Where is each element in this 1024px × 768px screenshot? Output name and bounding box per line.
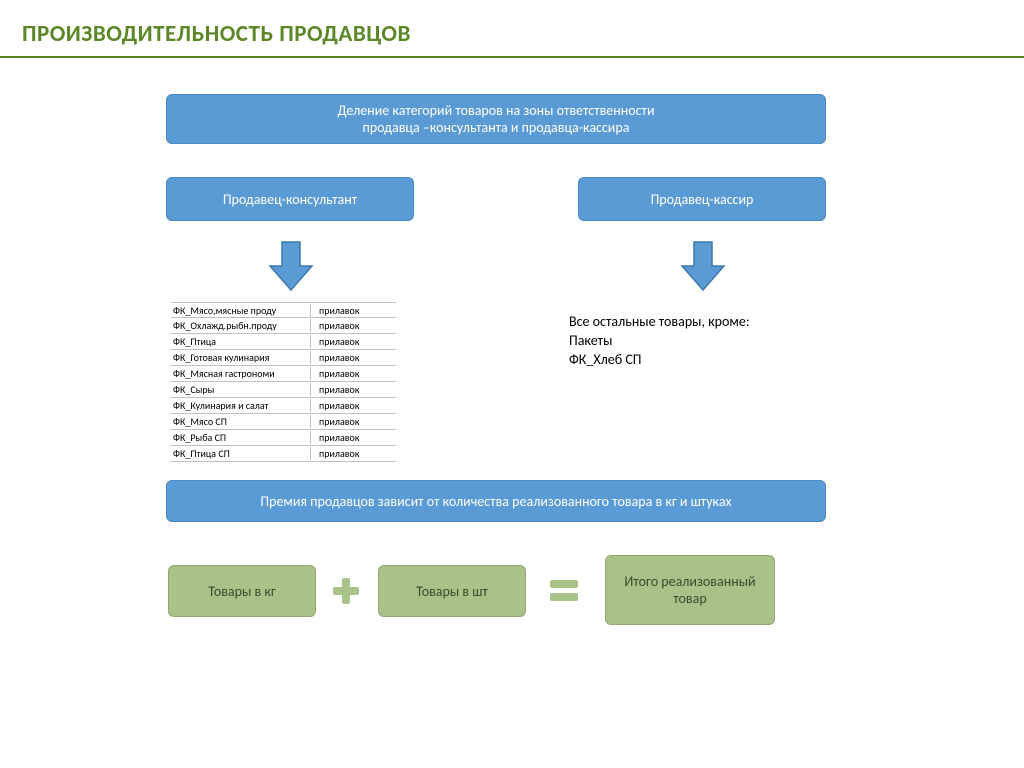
table-cell-name: ФК_Птица СП [171, 447, 311, 460]
table-row: ФК_Сыры прилавок [171, 382, 396, 398]
arrow-right [680, 240, 726, 297]
table-cell-name: ФК_Сыры [171, 383, 311, 396]
table-cell-loc: прилавок [311, 431, 396, 444]
table-cell-loc: прилавок [311, 367, 396, 380]
table-cell-name: ФК_Рыба СП [171, 431, 311, 444]
table-row: ФК_Птица СП прилавок [171, 446, 396, 462]
table-cell-name: ФК_Мясная гастрономи [171, 367, 311, 380]
table-row: ФК_Охлажд.рыбн.проду прилавок [171, 318, 396, 334]
table-row: ФК_Мясная гастрономи прилавок [171, 366, 396, 382]
right-text-block: Все остальные товары, кроме: Пакеты ФК_Х… [569, 313, 750, 370]
table-cell-loc: прилавок [311, 319, 396, 332]
table-row: ФК_Мясо СП прилавок [171, 414, 396, 430]
bonus-box: Премия продавцов зависит от количества р… [166, 480, 826, 522]
left-role-box: Продавец-консультант [166, 177, 414, 221]
table-row: ФК_Рыба СП прилавок [171, 430, 396, 446]
table-cell-name: ФК_Птица [171, 335, 311, 348]
header-box: Деление категорий товаров на зоны ответс… [166, 94, 826, 144]
table-cell-name: ФК_Готовая кулинария [171, 351, 311, 364]
table-cell-name: ФК_Мясо,мясные проду [171, 304, 311, 317]
table-cell-loc: прилавок [311, 304, 396, 317]
right-text-line2: Пакеты [569, 332, 750, 351]
table-row: ФК_Мясо,мясные проду прилавок [171, 302, 396, 318]
title-underline [0, 56, 1024, 58]
table-cell-loc: прилавок [311, 383, 396, 396]
total-box: Итого реализованный товар [605, 555, 775, 625]
page-title: ПРОИЗВОДИТЕЛЬНОСТЬ ПРОДАВЦОВ [0, 0, 1024, 56]
equals-icon [550, 580, 578, 601]
table-row: ФК_Готовая кулинария прилавок [171, 350, 396, 366]
goods-kg-box: Товары в кг [168, 565, 316, 617]
header-line1: Деление категорий товаров на зоны ответс… [337, 102, 654, 119]
table-cell-name: ФК_Мясо СП [171, 415, 311, 428]
right-text-line3: ФК_Хлеб СП [569, 351, 750, 370]
goods-pcs-box: Товары в шт [378, 565, 526, 617]
arrow-left [268, 240, 314, 297]
header-line2: продавца –консультанта и продавца-кассир… [363, 119, 630, 136]
table-cell-loc: прилавок [311, 351, 396, 364]
category-table: ФК_Мясо,мясные проду прилавок ФК_Охлажд.… [171, 302, 396, 462]
table-cell-name: ФК_Охлажд.рыбн.проду [171, 319, 311, 332]
table-cell-name: ФК_Кулинария и салат [171, 399, 311, 412]
right-role-box: Продавец-кассир [578, 177, 826, 221]
right-text-line1: Все остальные товары, кроме: [569, 313, 750, 332]
table-cell-loc: прилавок [311, 447, 396, 460]
table-cell-loc: прилавок [311, 335, 396, 348]
table-row: ФК_Птица прилавок [171, 334, 396, 350]
table-cell-loc: прилавок [311, 399, 396, 412]
table-row: ФК_Кулинария и салат прилавок [171, 398, 396, 414]
plus-icon [333, 578, 359, 604]
table-cell-loc: прилавок [311, 415, 396, 428]
